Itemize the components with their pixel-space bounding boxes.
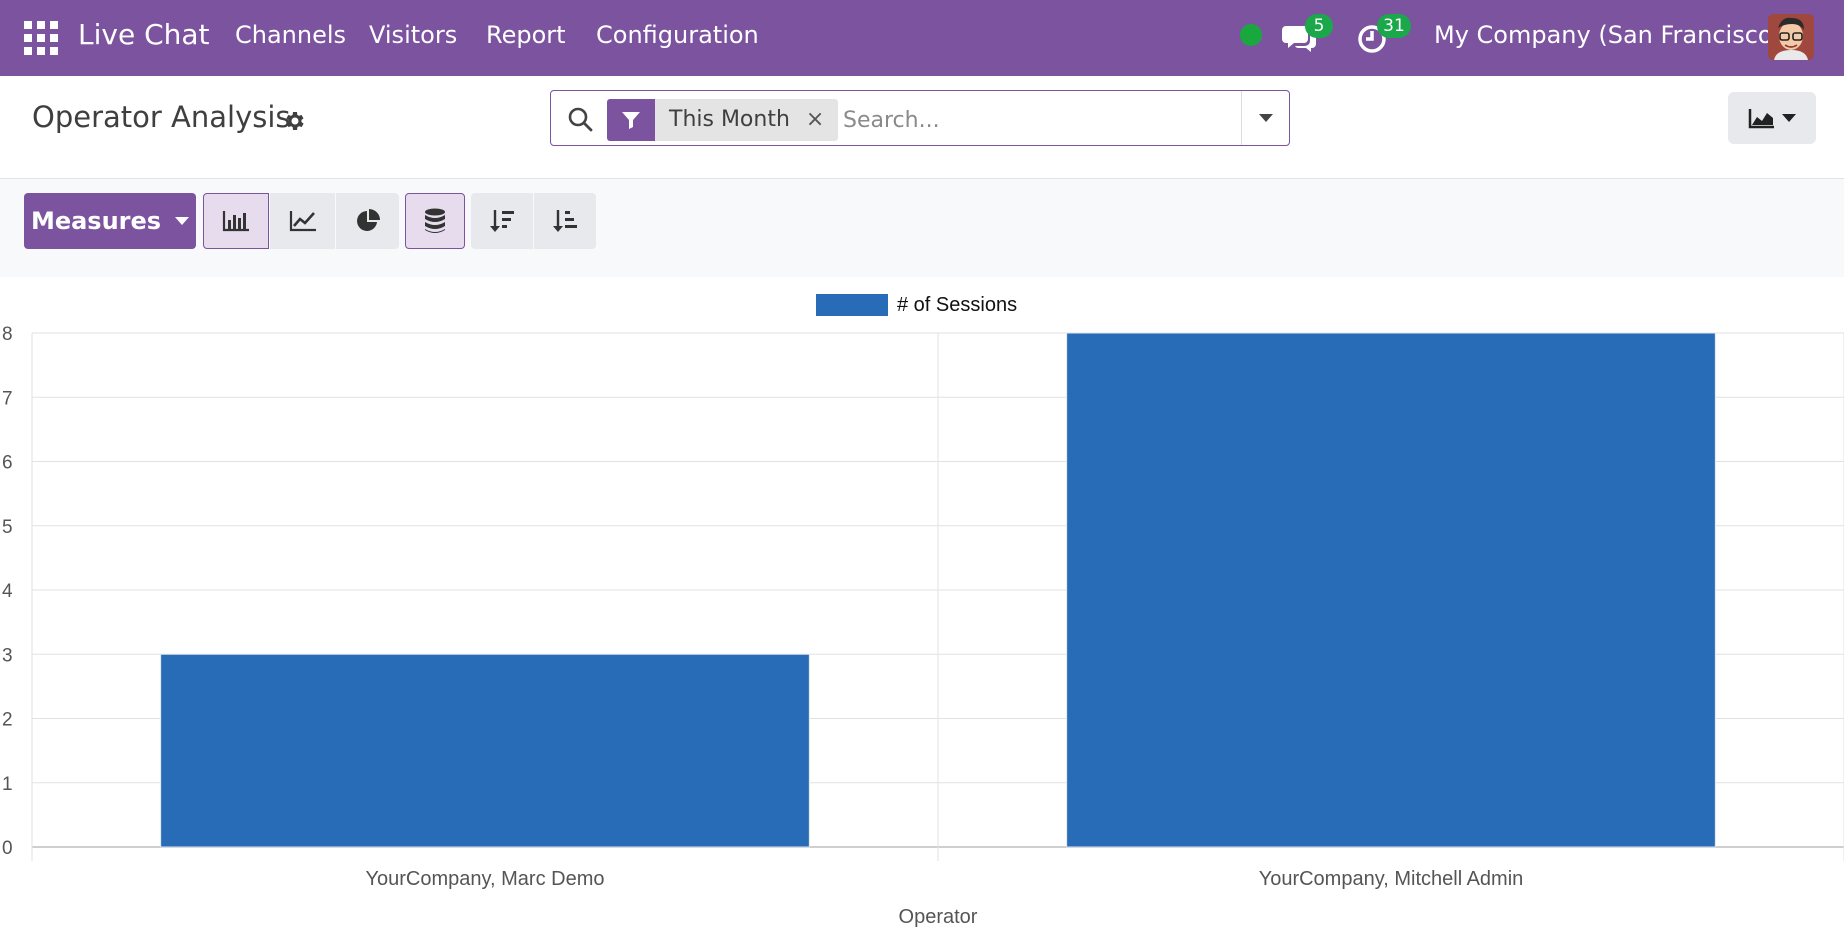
bar-chart-button[interactable] [203,193,269,249]
graph-view-switcher[interactable] [1728,92,1816,144]
sort-descending-icon [490,210,514,232]
messages-badge: 5 [1305,14,1333,38]
company-switcher[interactable]: My Company (San Francisco) [1434,21,1782,49]
menu-channels[interactable]: Channels [235,21,347,49]
bar-chart: 0 1 2 3 4 5 6 7 8 YourCompany, Marc Demo YourCompa… [2,294,1844,928]
y-tick-label: 0 [2,838,13,859]
caret-down-icon [175,217,190,225]
legend-swatch[interactable] [816,294,888,316]
line-chart-button[interactable] [270,193,335,249]
search-options-toggle[interactable] [1241,91,1290,145]
y-tick-label: 2 [2,710,13,731]
y-tick-label: 4 [2,581,13,602]
sort-ascending-icon [553,210,577,232]
pie-chart-button[interactable] [336,193,399,249]
line-chart-icon [289,211,316,232]
bar-1[interactable] [160,653,810,848]
apps-menu-icon[interactable] [24,21,58,55]
facet-value: This Month [655,99,802,141]
pie-chart-icon [356,209,380,231]
search-panel: This Month × [550,90,1290,146]
facet-remove-button[interactable]: × [801,99,839,141]
search-input[interactable] [841,101,1235,139]
sort-ascending-button[interactable] [534,193,596,249]
search-facet: This Month × [607,99,839,141]
page-title: Operator Analysis [32,100,291,134]
bar-2[interactable] [1066,332,1716,848]
chevron-down-icon [1782,114,1796,122]
activities-badge: 31 [1377,14,1411,38]
y-tick-label: 3 [2,645,13,666]
filter-icon [607,99,655,141]
menu-visitors[interactable]: Visitors [369,21,458,49]
search-icon[interactable] [567,106,593,132]
control-panel: Operator Analysis This Month × [0,76,1844,179]
presence-status-indicator [1240,24,1262,46]
app-name[interactable]: Live Chat [78,18,210,51]
y-tick-label: 7 [2,388,13,409]
area-chart-icon [1748,109,1774,129]
graph-toolbar: Measures [0,179,1844,277]
x-axis-title: Operator [899,906,978,928]
activities-clock-icon[interactable] [1352,18,1392,56]
x-tick-label: YourCompany, Marc Demo [366,868,605,890]
graph-chart: 0 1 2 3 4 5 6 7 8 YourCompany, Marc Demo YourCompa… [0,277,1844,939]
y-tick-label: 8 [2,324,13,345]
y-tick-label: 6 [2,453,13,474]
measures-button[interactable]: Measures [24,193,196,249]
measures-label: Measures [30,207,162,235]
x-tick-label: YourCompany, Mitchell Admin [1259,868,1524,890]
gear-icon[interactable] [282,109,306,133]
messages-icon[interactable] [1280,18,1320,56]
bar-chart-icon [222,211,249,232]
top-navbar: Live Chat Channels Visitors Report Confi… [0,0,1844,76]
y-tick-label: 1 [2,774,13,795]
stacked-toggle-button[interactable] [405,193,465,249]
caret-down-icon [1259,114,1273,122]
menu-report[interactable]: Report [486,21,566,49]
menu-configuration[interactable]: Configuration [596,21,759,49]
sort-descending-button[interactable] [471,193,533,249]
y-tick-label: 5 [2,517,13,538]
user-avatar[interactable] [1768,14,1814,60]
legend-label[interactable]: # of Sessions [897,294,1017,316]
database-stack-icon [425,208,445,233]
